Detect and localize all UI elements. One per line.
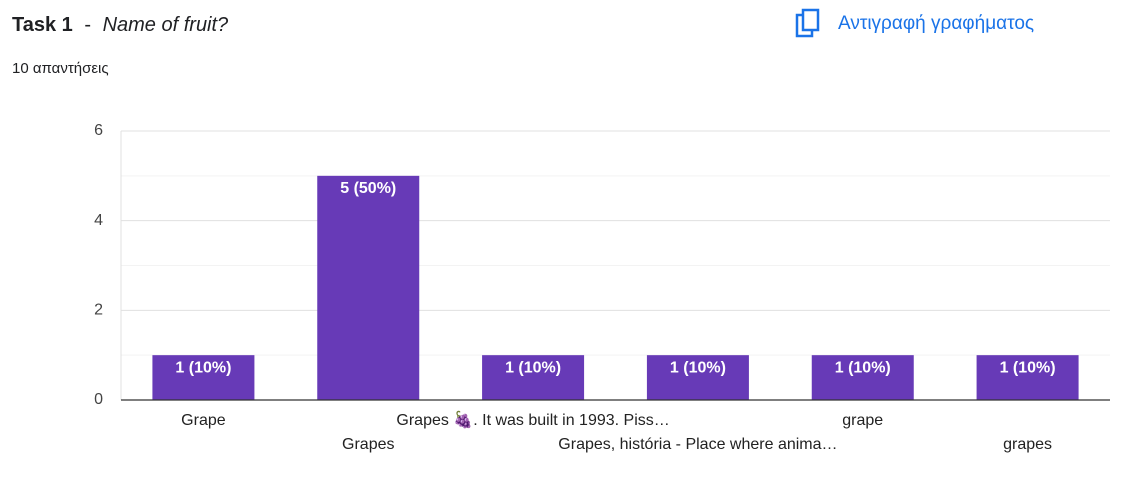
x-tick-label: Grape <box>181 412 226 429</box>
title-separator: - <box>84 14 91 36</box>
y-tick-label: 2 <box>94 302 103 319</box>
response-count: 10 απαντήσεις <box>12 60 109 77</box>
value-label: 1 (10%) <box>1000 359 1056 376</box>
bar <box>811 355 914 400</box>
bar <box>976 355 1079 400</box>
value-label: 1 (10%) <box>505 359 561 376</box>
y-tick-label: 4 <box>94 212 103 229</box>
bar <box>152 355 255 400</box>
bar <box>482 355 585 400</box>
button-bg[interactable] <box>790 6 1090 42</box>
value-label: 5 (50%) <box>340 180 396 197</box>
copy-button-label: Αντιγραφή γραφήματος <box>838 13 1034 34</box>
y-tick-label: 0 <box>94 391 103 408</box>
question: Name of fruit? <box>103 14 229 36</box>
value-label: 1 (10%) <box>835 359 891 376</box>
value-label: 1 (10%) <box>670 359 726 376</box>
title: Task 1 - Name of fruit? <box>12 14 229 36</box>
x-tick-label: grapes <box>1003 436 1052 453</box>
x-tick-label: grape <box>842 412 883 429</box>
y-tick-label: 6 <box>94 122 103 139</box>
copy-chart-button[interactable]: Αντιγραφή γραφήματος <box>790 6 1090 42</box>
bar <box>317 175 420 400</box>
task-name: Task 1 <box>12 14 73 36</box>
bar <box>646 355 749 400</box>
value-label: 1 (10%) <box>175 359 231 376</box>
x-tick-label: Grapes <box>342 436 394 453</box>
copy-icon-front <box>801 8 820 32</box>
x-tick-label: Grapes 🍇. It was built in 1993. Piss… <box>396 410 669 429</box>
x-tick-label: Grapes, história - Place where anima… <box>558 436 837 453</box>
